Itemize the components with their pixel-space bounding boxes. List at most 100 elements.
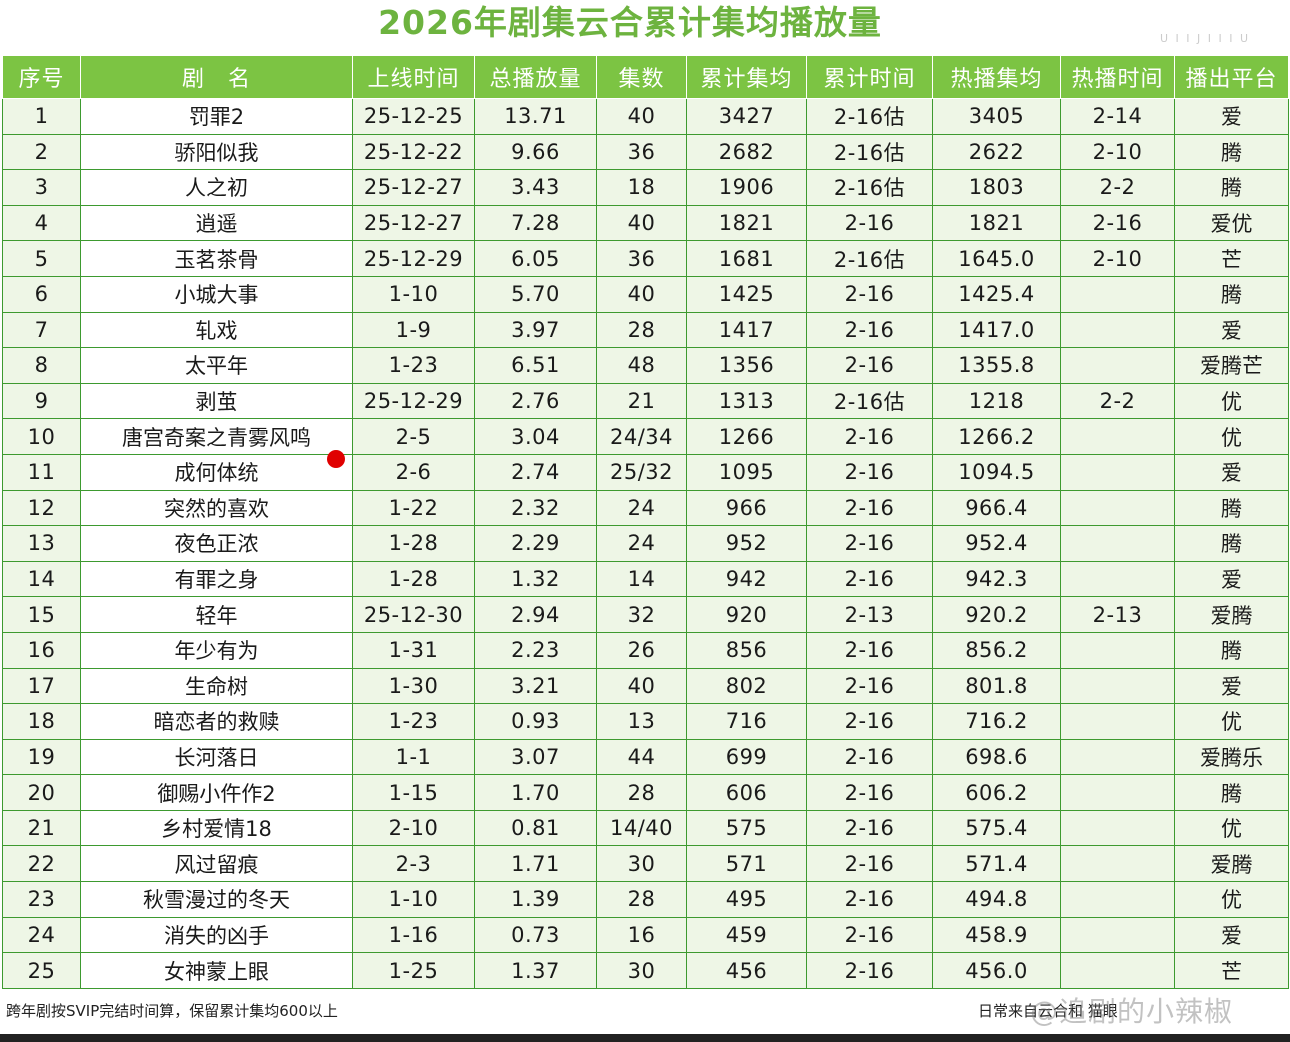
cell-episodes: 24 (596, 525, 687, 562)
table-row: 19 长河落日 1-1 3.07 44 699 2-16 698.6 爱腾乐 (2, 738, 1289, 776)
cell-airing-date (1060, 631, 1175, 669)
cell-title: 生命树 (80, 667, 353, 705)
cell-total-views: 1.39 (474, 881, 597, 918)
cell-title: 夜色正浓 (80, 525, 353, 562)
cell-rank: 16 (2, 631, 81, 669)
cell-title: 人之初 (80, 169, 353, 206)
cell-airing-avg: 1803 (932, 169, 1061, 206)
cell-rank: 1 (2, 98, 81, 135)
cell-cumulative-date: 2-16 (806, 311, 933, 349)
cell-title: 有罪之身 (80, 560, 353, 598)
cell-episodes: 25/32 (596, 453, 687, 491)
cell-release-date: 1-16 (352, 916, 475, 954)
table-row: 3 人之初 25-12-27 3.43 18 1906 2-16估 1803 2-2 腾 (2, 169, 1289, 206)
cell-airing-avg: 606.2 (932, 774, 1061, 811)
cell-release-date: 25-12-29 (352, 382, 475, 420)
cell-cumulative-date: 2-16 (806, 916, 933, 954)
cell-title: 玉茗茶骨 (80, 240, 353, 277)
cell-total-views: 0.73 (474, 916, 597, 954)
cell-cumulative-avg: 1095 (686, 453, 807, 491)
cell-platform: 爱腾乐 (1174, 738, 1289, 776)
cell-total-views: 5.70 (474, 275, 597, 313)
cell-release-date: 1-1 (352, 738, 475, 776)
cell-airing-date (1060, 418, 1175, 455)
cell-episodes: 28 (596, 311, 687, 349)
cell-platform: 芒 (1174, 240, 1289, 277)
cell-rank: 4 (2, 204, 81, 242)
table-row: 24 消失的凶手 1-16 0.73 16 459 2-16 458.9 爱 (2, 916, 1289, 954)
cell-airing-avg: 456.0 (932, 952, 1061, 989)
cell-airing-avg: 1417.0 (932, 311, 1061, 349)
cell-airing-date: 2-16 (1060, 204, 1175, 242)
cell-cumulative-date: 2-16 (806, 204, 933, 242)
cell-rank: 17 (2, 667, 81, 705)
table-row: 22 风过留痕 2-3 1.71 30 571 2-16 571.4 爱腾 (2, 845, 1289, 883)
cell-title: 逍遥 (80, 204, 353, 242)
cell-rank: 5 (2, 240, 81, 277)
cell-airing-date: 2-10 (1060, 240, 1175, 277)
table-row: 2 骄阳似我 25-12-22 9.66 36 2682 2-16估 2622 2-10 腾 (2, 133, 1289, 171)
cell-episodes: 21 (596, 382, 687, 420)
cell-total-views: 6.05 (474, 240, 597, 277)
cell-rank: 20 (2, 774, 81, 811)
cell-title: 唐宫奇案之青雾风鸣 (80, 418, 353, 455)
cell-cumulative-avg: 3427 (686, 98, 807, 135)
cell-total-views: 2.23 (474, 631, 597, 669)
cell-airing-date (1060, 347, 1175, 384)
cell-cumulative-avg: 952 (686, 525, 807, 562)
cell-release-date: 25-12-25 (352, 98, 475, 135)
cell-airing-avg: 3405 (932, 98, 1061, 135)
cell-platform: 优 (1174, 809, 1289, 847)
cell-title: 成何体统 (80, 453, 353, 491)
cell-rank: 3 (2, 169, 81, 206)
cell-release-date: 2-10 (352, 809, 475, 847)
cell-platform: 腾 (1174, 631, 1289, 669)
cell-airing-avg: 2622 (932, 133, 1061, 171)
cell-cumulative-date: 2-16 (806, 774, 933, 811)
cell-cumulative-date: 2-16 (806, 881, 933, 918)
cell-platform: 腾 (1174, 275, 1289, 313)
cell-cumulative-date: 2-16 (806, 275, 933, 313)
weibo-watermark: @追剧的小辣椒 (1030, 995, 1234, 1028)
cell-total-views: 3.21 (474, 667, 597, 705)
cell-title: 轧戏 (80, 311, 353, 349)
cell-rank: 6 (2, 275, 81, 313)
cell-title: 罚罪2 (80, 98, 353, 135)
cell-episodes: 24 (596, 489, 687, 527)
cell-total-views: 3.04 (474, 418, 597, 455)
header-cumulative-date: 累计时间 (806, 55, 933, 99)
cell-total-views: 2.32 (474, 489, 597, 527)
cell-airing-date (1060, 311, 1175, 349)
table-row: 9 剥茧 25-12-29 2.76 21 1313 2-16估 1218 2-2 优 (2, 382, 1289, 420)
header-episodes: 集数 (596, 55, 687, 99)
cell-platform: 腾 (1174, 774, 1289, 811)
cell-total-views: 0.81 (474, 809, 597, 847)
cell-platform: 爱 (1174, 453, 1289, 491)
cell-airing-avg: 571.4 (932, 845, 1061, 883)
table-row: 25 女神蒙上眼 1-25 1.37 30 456 2-16 456.0 芒 (2, 952, 1289, 989)
header-airing-date: 热播时间 (1060, 55, 1175, 99)
cell-airing-date (1060, 916, 1175, 954)
cell-title: 乡村爱情18 (80, 809, 353, 847)
cell-platform: 爱 (1174, 916, 1289, 954)
table-row: 11 成何体统 2-6 2.74 25/32 1095 2-16 1094.5 爱 (2, 453, 1289, 491)
table-row: 13 夜色正浓 1-28 2.29 24 952 2-16 952.4 腾 (2, 525, 1289, 562)
cell-episodes: 48 (596, 347, 687, 384)
cell-platform: 爱优 (1174, 204, 1289, 242)
cell-airing-date (1060, 952, 1175, 989)
cell-airing-date (1060, 845, 1175, 883)
header-cumulative-avg: 累计集均 (686, 55, 807, 99)
cell-cumulative-date: 2-16 (806, 347, 933, 384)
cell-airing-date (1060, 275, 1175, 313)
header-rank: 序号 (2, 55, 81, 99)
cell-cumulative-date: 2-13 (806, 596, 933, 633)
cell-platform: 芒 (1174, 952, 1289, 989)
cell-episodes: 40 (596, 275, 687, 313)
cell-release-date: 1-28 (352, 525, 475, 562)
cell-release-date: 25-12-27 (352, 169, 475, 206)
cell-episodes: 40 (596, 204, 687, 242)
header-airing-avg: 热播集均 (932, 55, 1061, 99)
cell-cumulative-avg: 699 (686, 738, 807, 776)
table-row: 5 玉茗茶骨 25-12-29 6.05 36 1681 2-16估 1645.0 2-10 芒 (2, 240, 1289, 277)
cell-total-views: 2.94 (474, 596, 597, 633)
